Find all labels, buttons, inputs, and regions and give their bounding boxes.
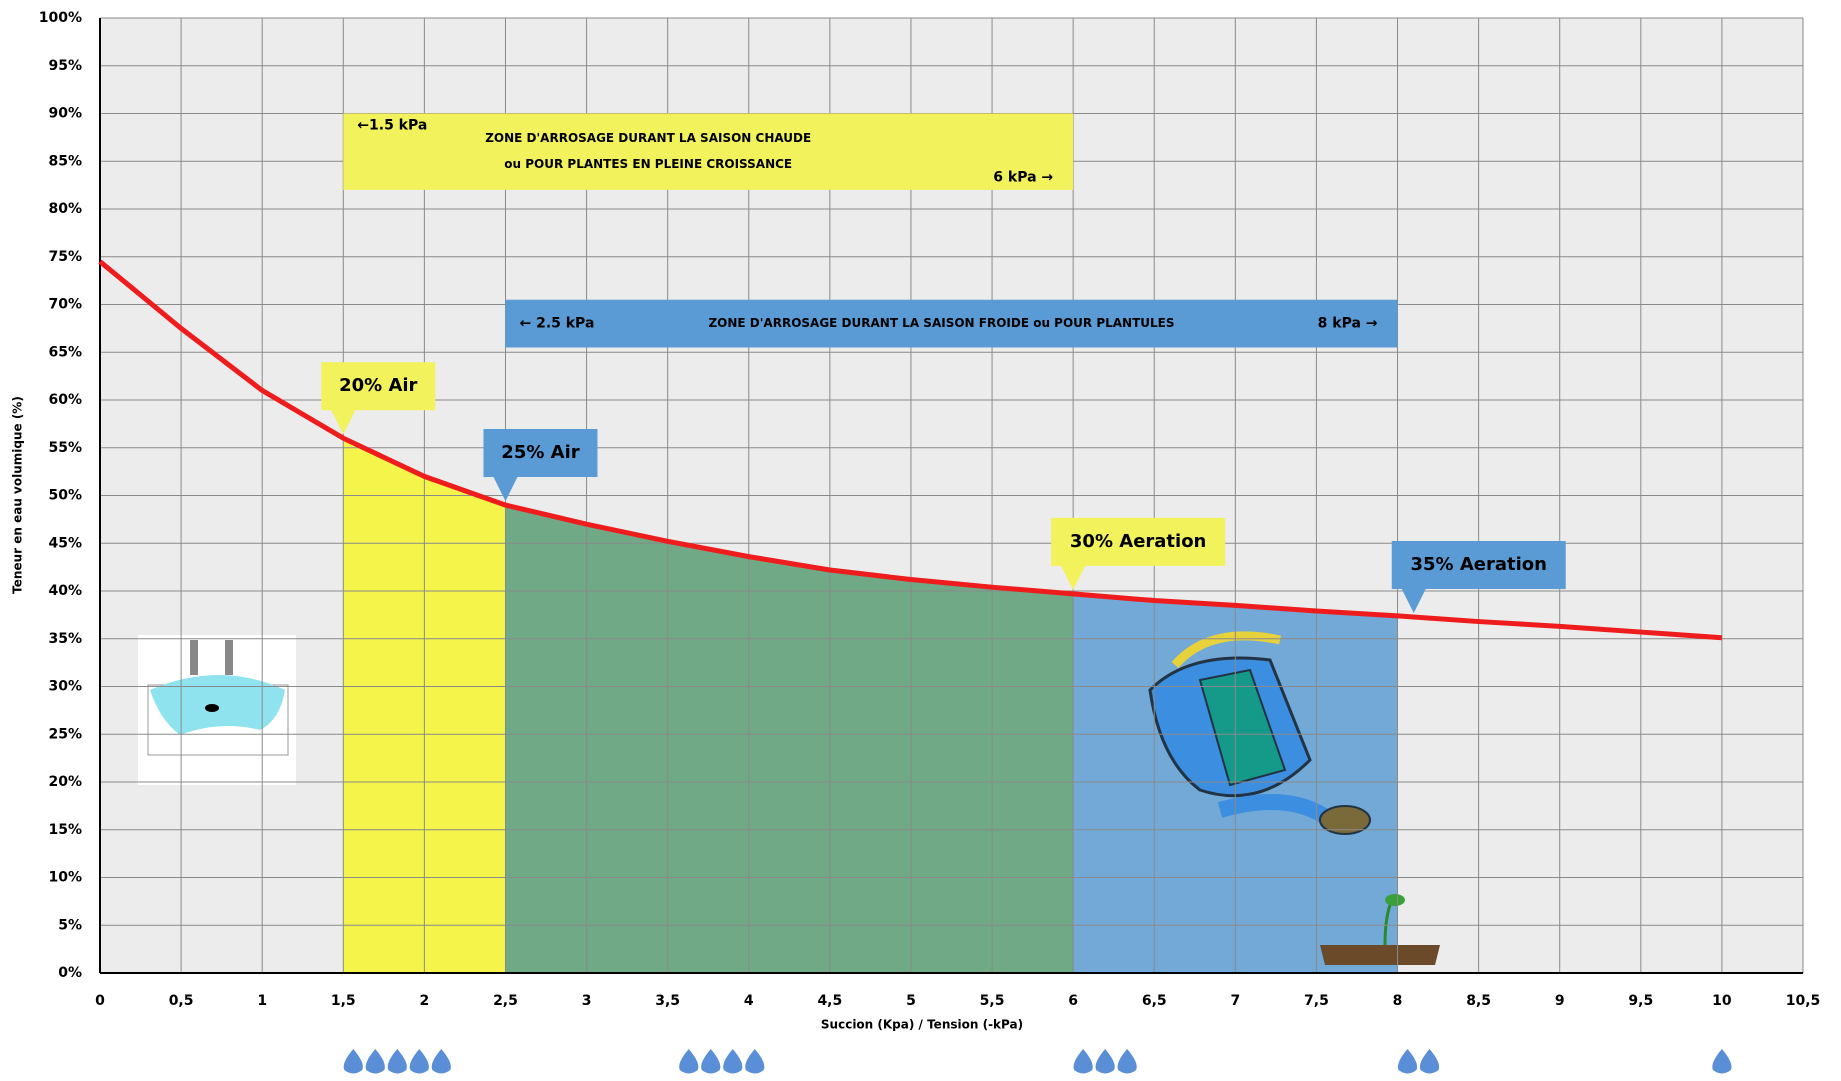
y-tick-label: 40% — [48, 583, 82, 599]
y-tick-label: 10% — [48, 870, 82, 886]
y-tick-label: 15% — [48, 822, 82, 838]
banner-text: ZONE D'ARROSAGE DURANT LA SAISON CHAUDE — [485, 131, 811, 145]
water-drop — [1096, 1049, 1115, 1074]
x-tick-label: 6 — [1068, 993, 1078, 1009]
callout-label: 30% Aeration — [1070, 531, 1206, 552]
banner-text: ZONE D'ARROSAGE DURANT LA SAISON FROIDE … — [708, 316, 1174, 330]
y-tick-label: 60% — [48, 392, 82, 408]
x-tick-label: 2,5 — [493, 993, 518, 1009]
water-drop — [745, 1049, 764, 1074]
y-tick-label: 5% — [58, 917, 82, 933]
x-tick-label: 2 — [420, 993, 430, 1009]
y-tick-label: 80% — [48, 201, 82, 217]
x-tick-label: 1 — [257, 993, 267, 1009]
water-drop — [1420, 1049, 1439, 1074]
chart: Teneur en eau volumique (%) Succion (Kpa… — [0, 0, 1841, 1081]
banner-right: 6 kPa → — [993, 170, 1053, 186]
water-drop — [388, 1049, 407, 1074]
y-tick-label: 70% — [48, 297, 82, 313]
y-tick-label: 85% — [48, 153, 82, 169]
y-tick-label: 0% — [58, 965, 82, 981]
y-tick-label: 95% — [48, 58, 82, 74]
banner-left: ← 2.5 kPa — [519, 316, 594, 332]
water-drop — [432, 1049, 451, 1074]
y-tick-label: 20% — [48, 774, 82, 790]
water-drop — [679, 1049, 698, 1074]
x-tick-label: 8 — [1393, 993, 1403, 1009]
water-drop — [344, 1049, 363, 1074]
x-axis-label: Succion (Kpa) / Tension (-kPa) — [821, 1018, 1023, 1032]
y-tick-label: 100% — [39, 10, 82, 26]
x-tick-label: 10,5 — [1786, 993, 1821, 1009]
x-tick-label: 9 — [1555, 993, 1565, 1009]
y-axis-label: Teneur en eau volumique (%) — [11, 396, 25, 594]
y-tick-label: 30% — [48, 679, 82, 695]
banner-left: ←1.5 kPa — [357, 118, 427, 134]
x-tick-label: 3 — [582, 993, 592, 1009]
x-tick-label: 5,5 — [980, 993, 1005, 1009]
x-tick-label: 7 — [1230, 993, 1240, 1009]
banner-right: 8 kPa → — [1318, 316, 1378, 332]
water-drop — [410, 1049, 429, 1074]
x-tick-label: 6,5 — [1142, 993, 1167, 1009]
y-tick-label: 45% — [48, 535, 82, 551]
x-tick-label: 1,5 — [331, 993, 356, 1009]
banner — [343, 114, 1073, 190]
callout-label: 20% Air — [339, 375, 417, 396]
water-drop — [1398, 1049, 1417, 1074]
y-tick-label: 25% — [48, 726, 82, 742]
x-tick-label: 3,5 — [655, 993, 680, 1009]
water-drop — [1074, 1049, 1093, 1074]
x-tick-label: 9,5 — [1628, 993, 1653, 1009]
x-tick-label: 7,5 — [1304, 993, 1329, 1009]
sink-icon — [138, 635, 296, 785]
x-tick-label: 0,5 — [169, 993, 194, 1009]
x-tick-label: 4,5 — [817, 993, 842, 1009]
x-tick-label: 5 — [906, 993, 916, 1009]
x-tick-label: 4 — [744, 993, 754, 1009]
x-tick-label: 8,5 — [1466, 993, 1491, 1009]
y-tick-label: 90% — [48, 106, 82, 122]
x-tick-label: 10 — [1712, 993, 1732, 1009]
water-drop — [701, 1049, 720, 1074]
water-drop — [723, 1049, 742, 1074]
water-drop — [1712, 1049, 1731, 1074]
water-drop — [1118, 1049, 1137, 1074]
x-tick-label: 0 — [95, 993, 105, 1009]
y-tick-label: 55% — [48, 440, 82, 456]
y-tick-label: 50% — [48, 488, 82, 504]
callout-label: 35% Aeration — [1411, 554, 1547, 575]
y-tick-label: 35% — [48, 631, 82, 647]
banner-text: ou POUR PLANTES EN PLEINE CROISSANCE — [504, 157, 792, 171]
water-drop — [366, 1049, 385, 1074]
y-tick-label: 75% — [48, 249, 82, 265]
callout-label: 25% Air — [501, 442, 579, 463]
y-tick-label: 65% — [48, 344, 82, 360]
